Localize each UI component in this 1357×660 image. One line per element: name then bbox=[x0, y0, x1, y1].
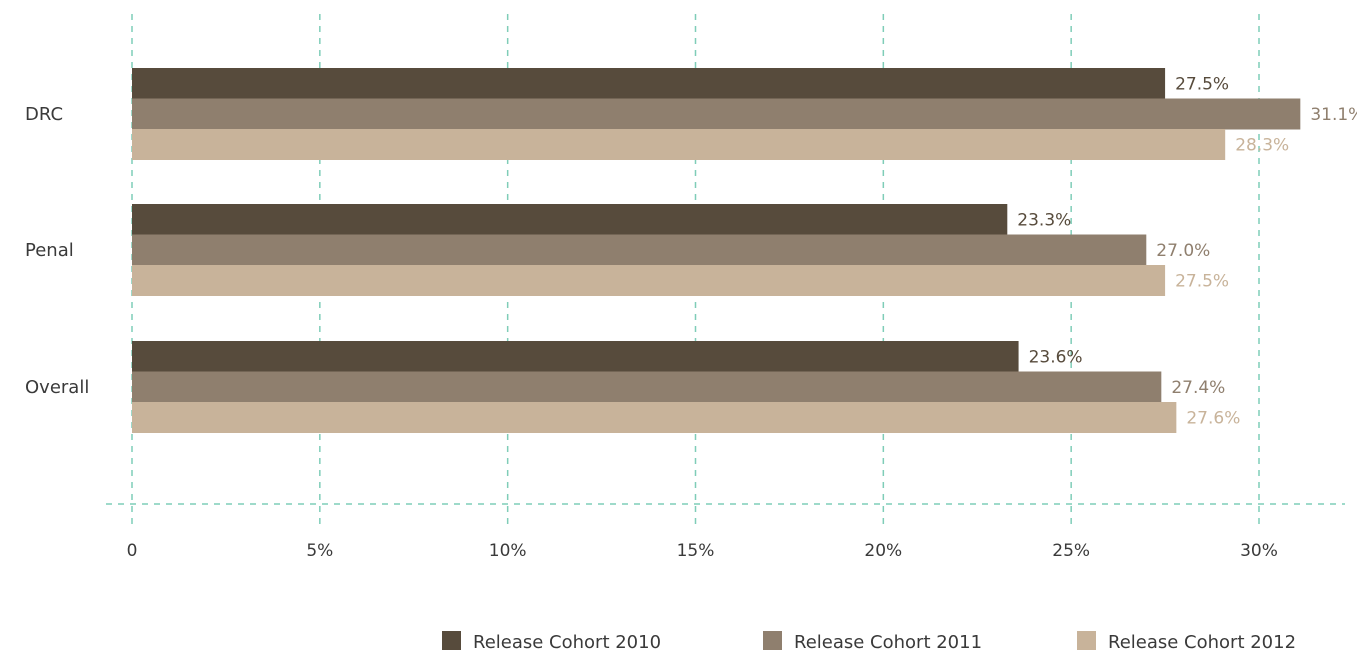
bar-penal-series-2 bbox=[132, 265, 1166, 296]
data-label-overall-series-2: 27.6% bbox=[1186, 408, 1240, 428]
x-tick-label-4: 20% bbox=[864, 541, 902, 561]
bar-penal-series-1 bbox=[132, 234, 1147, 266]
x-tick-label-3: 15% bbox=[677, 541, 715, 561]
legend: Release Cohort 2010 Release Cohort 2011 Re… bbox=[442, 631, 1296, 653]
x-axis-labels: 0 5% 10% 15% 20% 25% 30% bbox=[127, 541, 1278, 561]
data-label-penal-series-0: 23.3% bbox=[1017, 210, 1071, 230]
bar-drc-series-0 bbox=[132, 68, 1166, 99]
bar-drc-series-1 bbox=[132, 98, 1301, 130]
bar-overall-series-0 bbox=[132, 341, 1019, 372]
x-tick-label-2: 10% bbox=[489, 541, 527, 561]
data-labels: 27.5% 31.1% 28.3% 23.3% 27.0% 27.5% 23.6% 27.4%… bbox=[1017, 74, 1357, 428]
legend-label-1: Release Cohort 2011 bbox=[794, 632, 982, 653]
x-tick-label-1: 5% bbox=[306, 541, 333, 561]
data-label-overall-series-0: 23.6% bbox=[1029, 347, 1083, 367]
bar-drc-series-2 bbox=[132, 129, 1226, 160]
x-tick-label-0: 0 bbox=[127, 541, 138, 561]
data-label-drc-series-2: 28.3% bbox=[1235, 135, 1289, 155]
legend-label-2: Release Cohort 2012 bbox=[1108, 632, 1296, 653]
data-label-penal-series-2: 27.5% bbox=[1175, 271, 1229, 291]
data-label-overall-series-1: 27.4% bbox=[1171, 378, 1225, 398]
data-label-drc-series-1: 31.1% bbox=[1310, 105, 1357, 125]
legend-label-0: Release Cohort 2010 bbox=[473, 632, 661, 653]
x-tick-label-6: 30% bbox=[1240, 541, 1278, 561]
bar-penal-series-0 bbox=[132, 204, 1008, 235]
bar-overall-series-1 bbox=[132, 371, 1162, 403]
bars bbox=[132, 68, 1301, 433]
legend-swatch-1 bbox=[763, 631, 782, 650]
legend-swatch-0 bbox=[442, 631, 461, 650]
bar-overall-series-2 bbox=[132, 402, 1177, 433]
y-axis-labels: DRC Penal Overall bbox=[25, 104, 89, 398]
legend-swatch-2 bbox=[1077, 631, 1096, 650]
y-tick-label-penal: Penal bbox=[25, 240, 74, 261]
data-label-penal-series-1: 27.0% bbox=[1156, 241, 1210, 261]
data-label-drc-series-0: 27.5% bbox=[1175, 74, 1229, 94]
y-tick-label-drc: DRC bbox=[25, 104, 63, 125]
x-tick-label-5: 25% bbox=[1052, 541, 1090, 561]
y-tick-label-overall: Overall bbox=[25, 377, 89, 398]
